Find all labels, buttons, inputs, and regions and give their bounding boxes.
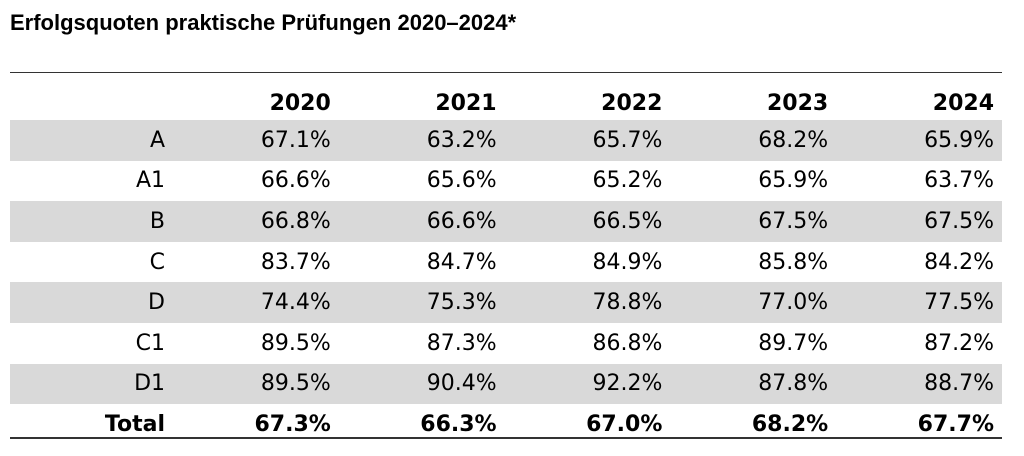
- value-cell: 89.5%: [173, 363, 339, 405]
- row-label-cell: A1: [135, 168, 165, 194]
- value-cell: 65.6%: [426, 168, 497, 194]
- value-cell: 89.7%: [758, 330, 829, 356]
- value-cell: 66.3%: [420, 411, 497, 437]
- value-cell: 84.7%: [426, 249, 497, 275]
- value-cell: 66.6%: [338, 201, 505, 242]
- value-cell: 63.7%: [924, 168, 994, 194]
- value-cell: 66.6%: [260, 168, 331, 194]
- row-label-cell: D: [10, 282, 173, 323]
- value-cell: 77.5%: [836, 282, 1002, 323]
- row-label-cell: A: [10, 120, 173, 161]
- value-cell: 67.3%: [254, 411, 331, 437]
- chart-title: Erfolgsquoten praktische Prüfungen 2020–…: [10, 10, 517, 35]
- value-cell: 65.9%: [836, 120, 1002, 161]
- value-cell: 87.8%: [670, 363, 837, 405]
- value-cell: 67.5%: [836, 201, 1002, 242]
- value-cell: 85.8%: [758, 249, 829, 275]
- value-cell: 84.9%: [592, 249, 663, 275]
- value-cell: 74.4%: [173, 282, 339, 323]
- value-cell: 66.5%: [504, 201, 671, 242]
- table-top-rule: [10, 72, 1002, 73]
- value-cell: 75.3%: [338, 282, 505, 323]
- row-label-cell: C: [149, 249, 165, 275]
- header-cell-year: 2020: [269, 91, 331, 116]
- table-row: C 83.7% 84.7% 84.9% 85.8% 84.2%: [10, 242, 1002, 283]
- row-label-cell: C1: [135, 330, 165, 356]
- value-cell: 89.5%: [260, 330, 331, 356]
- header-cell-corner: [10, 73, 173, 120]
- table-row: B 66.8% 66.6% 66.5% 67.5% 67.5%: [10, 201, 1002, 242]
- row-label-cell: Total: [104, 411, 165, 437]
- value-cell: 86.8%: [592, 330, 663, 356]
- header-cell-year: 2021: [435, 91, 497, 116]
- value-cell: 68.2%: [670, 120, 837, 161]
- table-row: D 74.4% 75.3% 78.8% 77.0% 77.5%: [10, 282, 1002, 323]
- value-cell: 66.8%: [173, 201, 339, 242]
- pass-rate-table: 2020 2021 2022 2023 2024 A 67.1% 63.2% 65.7…: [10, 73, 1002, 445]
- table-bottom-rule: [10, 437, 1002, 439]
- value-cell: 68.2%: [751, 411, 829, 437]
- value-cell: 67.7%: [917, 411, 994, 437]
- value-cell: 83.7%: [260, 249, 331, 275]
- value-cell: 67.1%: [173, 120, 339, 161]
- header-cell-year: 2022: [601, 91, 663, 116]
- value-cell: 90.4%: [338, 363, 505, 405]
- value-cell: 65.9%: [758, 168, 829, 194]
- value-cell: 65.7%: [504, 120, 671, 161]
- value-cell: 84.2%: [924, 249, 994, 275]
- value-cell: 65.2%: [592, 168, 663, 194]
- header-row: 2020 2021 2022 2023 2024: [10, 73, 1002, 120]
- row-label-cell: D1: [10, 363, 173, 405]
- table-body: A 67.1% 63.2% 65.7% 68.2% 65.9% A1 66.6% 65.6% 65…: [10, 120, 1002, 445]
- value-cell: 78.8%: [504, 282, 671, 323]
- table-row: A1 66.6% 65.6% 65.2% 65.9% 63.7%: [10, 161, 1002, 202]
- header-cell-year: 2024: [932, 91, 994, 116]
- value-cell: 87.2%: [924, 330, 994, 356]
- header-cell-year: 2023: [766, 91, 829, 116]
- table-row: C1 89.5% 87.3% 86.8% 89.7% 87.2%: [10, 323, 1002, 364]
- table-row: Total 67.3% 66.3% 67.0% 68.2% 67.7%: [10, 404, 1002, 445]
- row-label-cell: B: [10, 201, 173, 242]
- table-row: A 67.1% 63.2% 65.7% 68.2% 65.9%: [10, 120, 1002, 161]
- value-cell: 87.3%: [426, 330, 497, 356]
- value-cell: 88.7%: [836, 363, 1002, 405]
- value-cell: 92.2%: [504, 363, 671, 405]
- value-cell: 77.0%: [670, 282, 837, 323]
- value-cell: 67.0%: [586, 411, 663, 437]
- table-header: 2020 2021 2022 2023 2024: [10, 73, 1002, 120]
- value-cell: 63.2%: [338, 120, 505, 161]
- table-row: D1 89.5% 90.4% 92.2% 87.8% 88.7%: [10, 363, 1002, 405]
- value-cell: 67.5%: [670, 201, 837, 242]
